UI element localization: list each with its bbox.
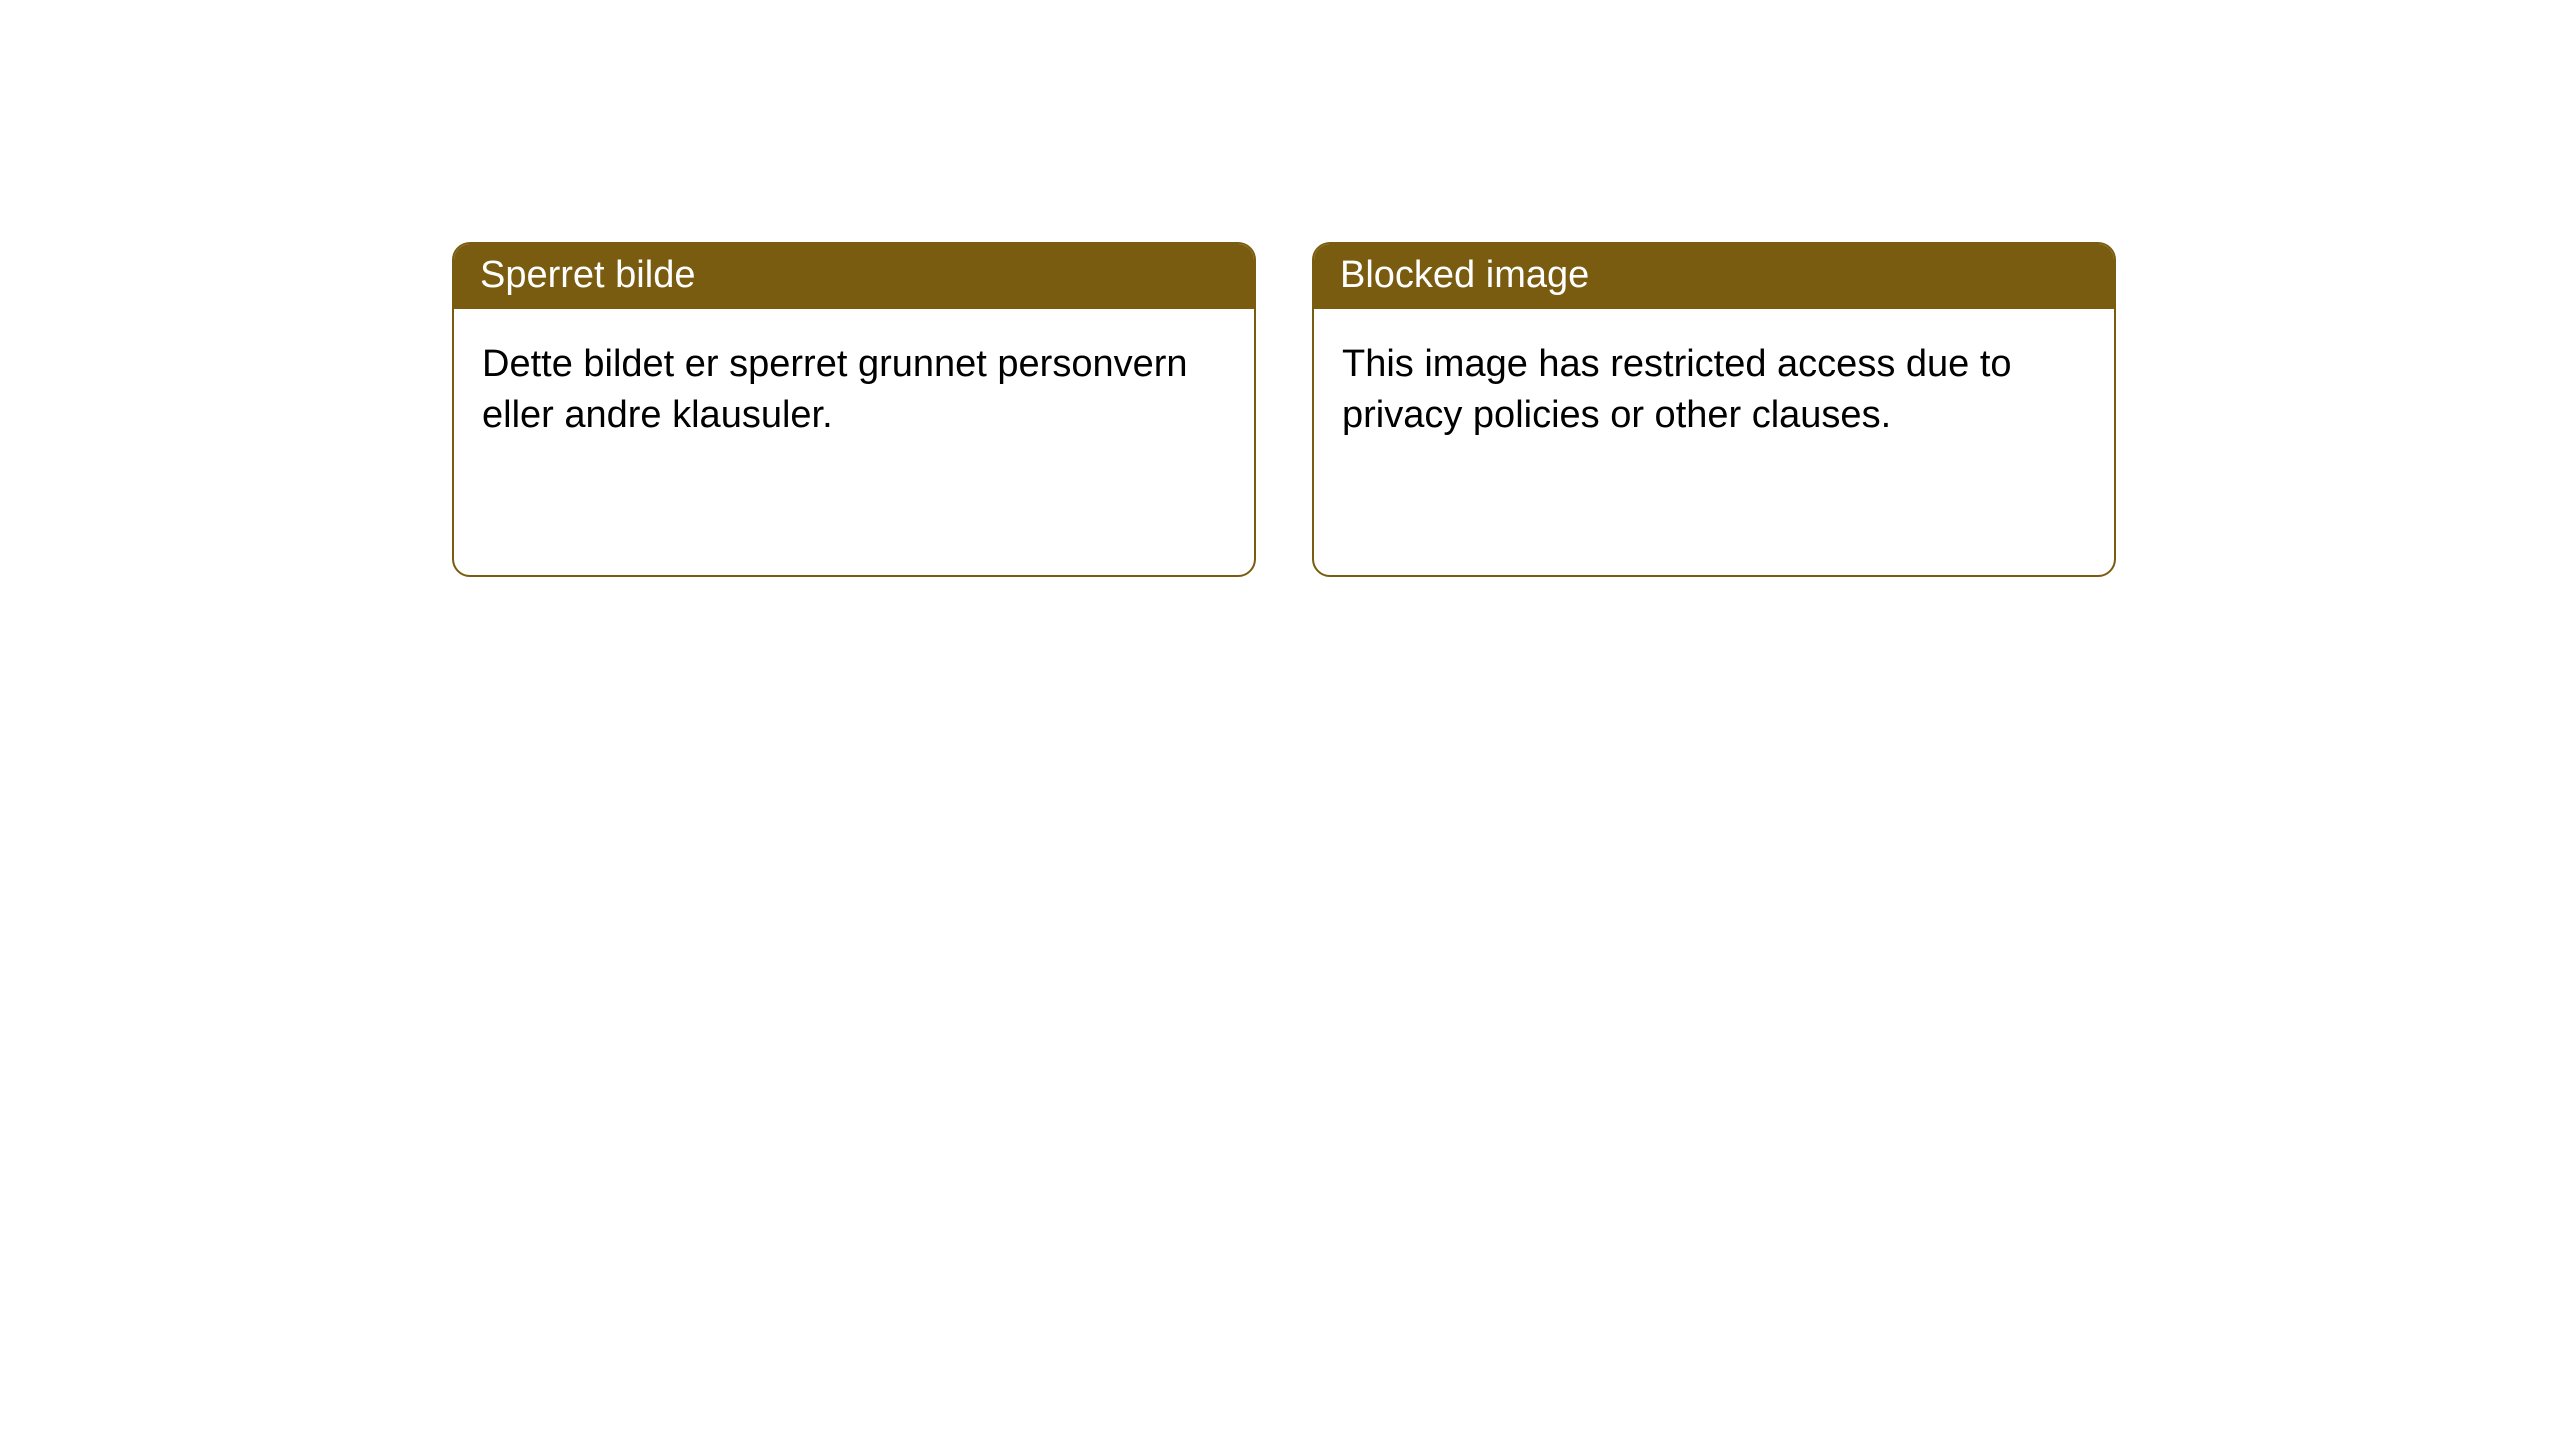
blocked-image-card-en: Blocked image This image has restricted … <box>1312 242 2116 577</box>
card-header: Blocked image <box>1314 244 2114 309</box>
blocked-image-card-no: Sperret bilde Dette bildet er sperret gr… <box>452 242 1256 577</box>
card-body: Dette bildet er sperret grunnet personve… <box>454 309 1254 472</box>
card-header: Sperret bilde <box>454 244 1254 309</box>
notice-container: Sperret bilde Dette bildet er sperret gr… <box>0 0 2560 577</box>
card-body: This image has restricted access due to … <box>1314 309 2114 472</box>
